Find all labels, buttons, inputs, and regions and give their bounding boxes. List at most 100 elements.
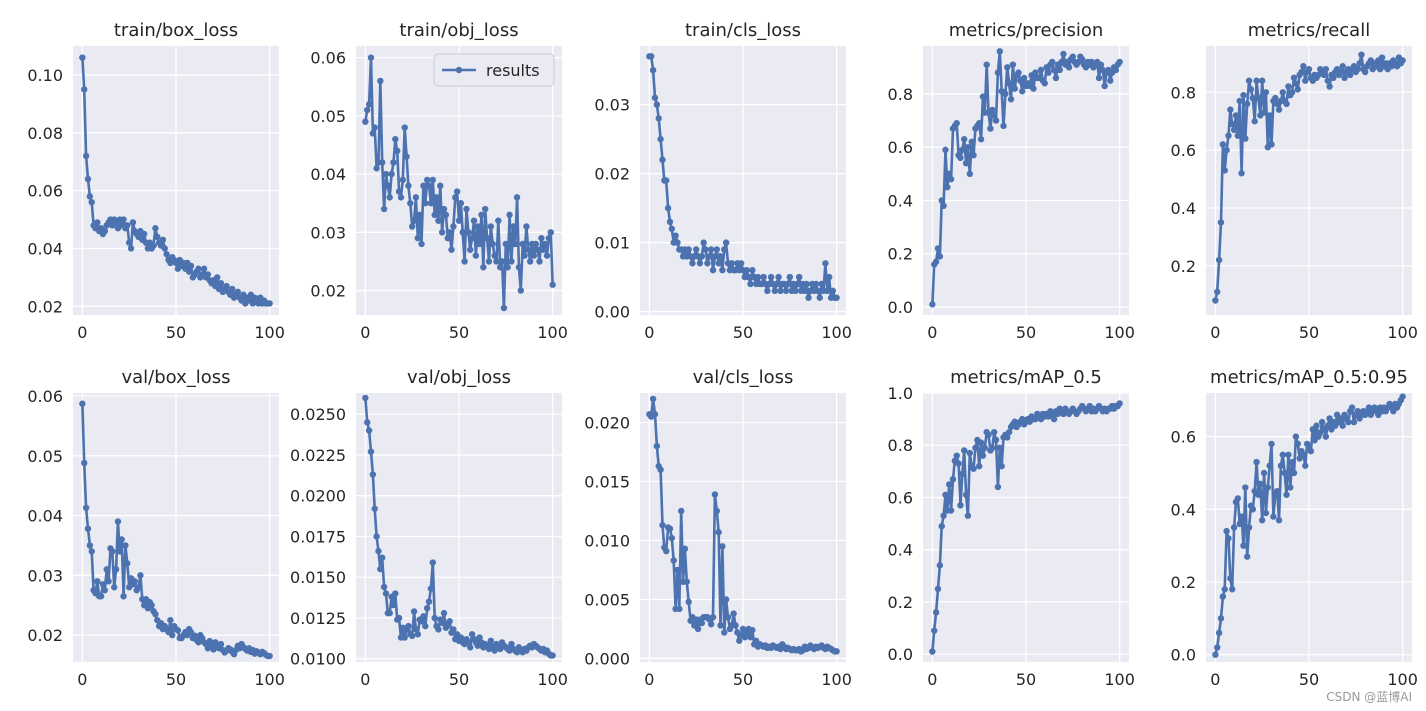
data-point — [380, 583, 388, 591]
data-point — [737, 260, 745, 267]
y-tick-label: 0.0175 — [290, 527, 346, 546]
data-point — [962, 491, 970, 499]
data-point — [1273, 487, 1281, 495]
data-point — [962, 159, 970, 167]
data-point — [1290, 74, 1298, 82]
data-point — [379, 554, 386, 561]
data-point — [124, 560, 131, 567]
data-point — [1330, 74, 1337, 82]
data-point — [670, 557, 677, 564]
data-point — [1020, 74, 1028, 82]
data-point — [498, 258, 506, 265]
data-point — [482, 205, 489, 213]
legend: results — [433, 53, 555, 87]
data-point — [1217, 615, 1225, 622]
data-point — [523, 223, 530, 230]
y-tick-label: 0.00 — [594, 303, 630, 322]
data-point — [1399, 57, 1406, 64]
data-point — [732, 622, 739, 629]
data-point — [1221, 167, 1228, 174]
data-point — [1095, 74, 1103, 82]
data-point — [932, 258, 940, 265]
data-point — [459, 229, 466, 236]
data-point — [1264, 484, 1272, 491]
x-tick-label: 50 — [1016, 323, 1036, 342]
data-point — [666, 218, 674, 226]
y-tick-label: 0.000 — [584, 649, 630, 668]
data-point — [668, 534, 676, 542]
data-point — [1240, 542, 1247, 549]
data-point — [365, 427, 373, 434]
data-point — [82, 152, 90, 160]
y-tick-label: 0.0200 — [290, 487, 346, 506]
data-point — [655, 115, 662, 122]
data-point — [467, 246, 474, 253]
x-tick-label: 0 — [77, 323, 87, 342]
y-tick-label: 0.03 — [27, 566, 63, 585]
data-point — [977, 136, 985, 143]
y-tick-label: 0.02 — [594, 165, 630, 184]
data-point — [934, 245, 942, 252]
data-point — [187, 262, 195, 270]
data-point — [438, 619, 446, 627]
data-point — [685, 598, 692, 606]
data-point — [429, 559, 436, 566]
data-point — [154, 233, 161, 241]
data-point — [992, 436, 1000, 444]
data-point — [709, 613, 717, 621]
x-tick-label: 50 — [1299, 670, 1319, 689]
data-point — [440, 609, 448, 617]
y-tick-label: 0.6 — [1171, 141, 1196, 160]
x-tick-label: 50 — [1016, 670, 1036, 689]
data-point — [545, 234, 553, 242]
data-point — [228, 285, 236, 293]
data-point — [217, 279, 225, 287]
data-point — [994, 483, 1002, 491]
y-tick-label: 0.08 — [27, 124, 63, 143]
data-point — [1005, 80, 1013, 87]
data-point — [382, 590, 390, 597]
data-point — [266, 652, 273, 660]
y-tick-label: 0.06 — [310, 49, 346, 68]
data-point — [1116, 58, 1123, 66]
data-point — [717, 253, 724, 260]
data-point — [719, 543, 726, 550]
data-point — [745, 273, 752, 281]
data-point — [1285, 451, 1292, 458]
data-point — [801, 287, 808, 295]
data-point — [929, 648, 936, 655]
data-point — [504, 264, 511, 271]
data-point — [972, 444, 979, 452]
y-tick-label: 0.03 — [594, 96, 630, 115]
data-point — [711, 491, 719, 498]
data-point — [1341, 74, 1348, 82]
data-point — [97, 593, 105, 600]
data-point — [431, 211, 438, 219]
data-point — [754, 273, 762, 281]
data-point — [103, 566, 110, 573]
data-point — [1294, 440, 1301, 448]
data-point — [1292, 433, 1300, 440]
data-point — [200, 265, 208, 272]
data-point — [678, 507, 685, 515]
data-point — [433, 194, 440, 201]
data-point — [1245, 524, 1253, 531]
data-point — [1305, 65, 1313, 73]
data-point — [966, 449, 974, 457]
data-point — [397, 194, 405, 201]
data-point — [163, 251, 170, 258]
data-point — [405, 182, 412, 189]
data-point — [674, 566, 681, 574]
data-point — [728, 260, 735, 267]
data-point — [1354, 65, 1361, 73]
data-point — [1223, 146, 1230, 154]
data-point — [152, 610, 159, 618]
data-point — [989, 106, 996, 114]
panel-title: train/cls_loss — [685, 20, 801, 41]
data-point — [431, 614, 438, 622]
data-point — [440, 205, 448, 213]
data-point — [480, 264, 487, 271]
y-tick-label: 0.6 — [1171, 428, 1196, 447]
y-tick-label: 0.4 — [1171, 199, 1196, 218]
data-point — [422, 622, 429, 630]
